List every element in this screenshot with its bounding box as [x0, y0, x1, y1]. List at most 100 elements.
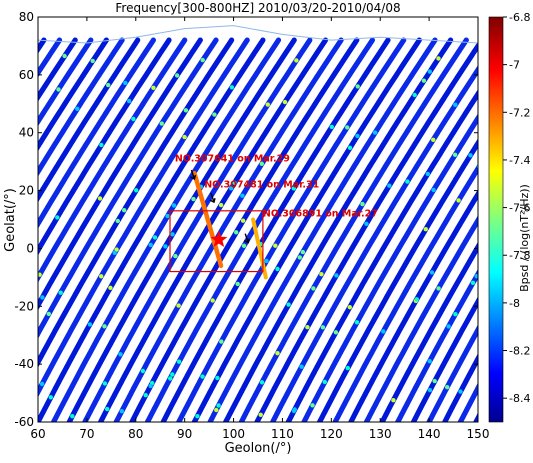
bpsd-point: [433, 379, 437, 383]
bpsd-point: [216, 403, 220, 407]
bpsd-point: [105, 407, 109, 411]
bpsd-point: [292, 409, 296, 413]
colorbar-tick-label: -8.2: [509, 345, 530, 358]
bpsd-point: [264, 259, 268, 263]
bpsd-point: [14, 286, 18, 290]
bpsd-point: [175, 73, 179, 77]
bpsd-point: [299, 365, 303, 369]
y-tick-label: -20: [14, 299, 34, 313]
x-tick-label: 120: [320, 427, 343, 441]
bpsd-point: [430, 270, 434, 274]
y-tick-label: 0: [26, 241, 34, 255]
bpsd-point: [40, 295, 44, 299]
bpsd-point: [49, 395, 53, 399]
bpsd-point: [422, 79, 426, 83]
bpsd-point: [431, 188, 435, 192]
bpsd-point: [116, 219, 120, 223]
bpsd-point: [387, 184, 391, 188]
bpsd-point: [482, 288, 486, 292]
bpsd-point: [311, 286, 315, 290]
bpsd-point: [360, 202, 364, 206]
bpsd-point: [356, 84, 360, 88]
bpsd-point: [355, 320, 359, 324]
bpsd-point: [40, 382, 44, 386]
bpsd-point: [8, 270, 12, 274]
bpsd-point: [330, 125, 334, 129]
colorbar-tick-label: -7.4: [509, 154, 530, 167]
bpsd-point: [526, 62, 530, 66]
y-tick-label: 60: [19, 68, 34, 82]
bpsd-point: [103, 381, 107, 385]
bpsd-point: [56, 87, 60, 91]
bpsd-point: [511, 265, 515, 269]
x-tick-label: 130: [369, 427, 392, 441]
bpsd-point: [123, 81, 127, 85]
bpsd-point: [102, 324, 106, 328]
bpsd-point: [453, 312, 457, 316]
bpsd-point: [201, 58, 205, 62]
bpsd-point: [505, 119, 509, 123]
bpsd-point: [286, 302, 290, 306]
bpsd-point: [456, 198, 460, 202]
x-tick-label: 60: [30, 427, 45, 441]
x-tick-label: 110: [271, 427, 294, 441]
colorbar: [489, 17, 503, 422]
bpsd-point: [236, 282, 240, 286]
bpsd-point: [453, 103, 457, 107]
colorbar-tick-label: -6.8: [509, 11, 530, 24]
bpsd-point: [240, 194, 244, 198]
bpsd-point: [160, 121, 164, 125]
bpsd-point: [428, 69, 432, 73]
bpsd-point: [242, 244, 246, 248]
bpsd-point: [405, 179, 409, 183]
bpsd-point: [59, 291, 63, 295]
bpsd-point: [211, 298, 215, 302]
x-tick-label: 150: [467, 427, 490, 441]
bpsd-point: [273, 244, 277, 248]
y-tick-label: 80: [19, 10, 34, 24]
bpsd-point: [528, 133, 532, 137]
bpsd-point: [426, 172, 430, 176]
bpsd-point: [75, 107, 79, 111]
bpsd-point: [219, 203, 223, 207]
bpsd-point: [230, 85, 234, 89]
bpsd-point: [468, 153, 472, 157]
bpsd-point: [259, 413, 263, 417]
bpsd-point: [212, 112, 216, 116]
bpsd-point: [453, 153, 457, 157]
bpsd-point: [10, 136, 14, 140]
bpsd-point: [364, 222, 368, 226]
bpsd-point: [391, 398, 395, 402]
bpsd-point: [195, 414, 199, 418]
bpsd-point: [415, 297, 419, 301]
bpsd-point: [170, 232, 174, 236]
bpsd-point: [70, 414, 74, 418]
bpsd-point: [511, 378, 515, 382]
bpsd-point: [241, 219, 245, 223]
bpsd-point: [141, 369, 145, 373]
bpsd-point: [275, 351, 279, 355]
bpsd-point: [62, 54, 66, 58]
bpsd-point: [99, 143, 103, 147]
bpsd-point: [177, 360, 181, 364]
y-tick-label: 40: [19, 126, 34, 140]
bpsd-point: [260, 380, 264, 384]
bpsd-point: [323, 380, 327, 384]
bpsd-point: [108, 286, 112, 290]
bpsd-point: [321, 325, 325, 329]
bpsd-point: [283, 100, 287, 104]
bpsd-point: [215, 376, 219, 380]
bpsd-point: [153, 235, 157, 239]
bpsd-point: [149, 243, 153, 247]
bpsd-point: [118, 352, 122, 356]
bpsd-point: [26, 86, 30, 90]
bpsd-point: [348, 305, 352, 309]
bpsd-point: [11, 264, 15, 268]
bpsd-point: [55, 215, 59, 219]
bpsd-point: [355, 134, 359, 138]
bpsd-point: [516, 370, 520, 374]
y-tick-label: -40: [14, 357, 34, 371]
bpsd-point: [91, 59, 95, 63]
bpsd-point: [436, 286, 440, 290]
bpsd-point: [88, 322, 92, 326]
